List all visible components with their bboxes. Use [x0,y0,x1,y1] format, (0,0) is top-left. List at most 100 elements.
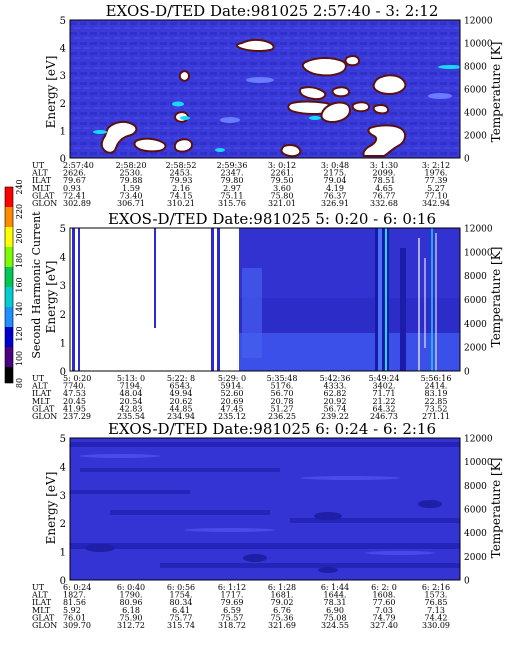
table-cell: 2:58:52 [166,161,197,170]
table-cell: 342.94 [422,199,450,208]
temperature-tick-label: 4000 [464,529,487,539]
table-cell: 5:42:36 [320,374,351,383]
table-cell: 5914. [221,382,244,391]
table-cell: 3402. [373,382,396,391]
cyan-patch [215,148,225,152]
temperature-tick-label: 10000 [464,248,493,258]
panel-3-ylabel-right: Temperature [K] [489,458,503,559]
table-cell: 77.60 [373,598,396,607]
table-cell: 4.19 [326,184,344,193]
table-cell: 79.69 [221,598,244,607]
energy-tick-label: 3 [60,491,66,502]
table-cell: 2:59:36 [217,161,248,170]
colorbar-segment [5,347,13,367]
colorbar-tick-label: 100 [15,351,24,366]
table-cell: 75.80 [271,191,294,200]
colorbar-segment [5,187,13,207]
panel-1: EXOS-D/TED Date:981025 2:57:40 - 3: 2:12… [31,2,503,208]
table-cell: 315.76 [218,199,246,208]
table-cell: 6.41 [172,606,190,615]
energy-tick-label: 4 [60,253,66,264]
table-cell: 302.89 [63,199,91,208]
table-cell: 78.31 [324,598,347,607]
table-cell: 0.93 [63,184,81,193]
cyan-patch [309,116,321,120]
table-cell: 74.42 [425,613,448,622]
table-cell: 80.96 [120,598,143,607]
cyan-patch [180,116,190,120]
table-cell: 310.21 [167,199,195,208]
data-column [72,228,75,371]
data-column [217,228,220,371]
table-row-label: MLT [32,184,51,193]
table-cell: 235.54 [117,412,145,421]
table-cell: 20.78 [271,397,294,406]
colorbar-segment [5,327,13,347]
data-stripe [424,258,426,348]
colorbar-segment [5,227,13,247]
table-cell: 44.85 [170,404,193,413]
colorbar-tick-label: 80 [15,378,24,388]
temperature-tick-label: 8000 [464,63,487,73]
table-cell: 1608. [373,591,396,600]
table-cell: 77.10 [425,191,448,200]
table-cell: 3: 0:12 [268,161,296,170]
high-intensity-patch [362,124,406,157]
data-column [211,228,214,371]
temperature-tick-label: 2000 [464,344,487,354]
table-cell: 76.37 [324,191,347,200]
cyan-patch [172,101,184,107]
data-band [242,268,262,358]
table-cell: 2261. [271,169,294,178]
table-cell: 321.01 [268,199,296,208]
temperature-tick-label: 2000 [464,132,487,142]
temperature-tick-label: 8000 [464,272,487,282]
energy-tick-label: 0 [60,154,66,165]
colorbar-segment [5,367,13,383]
table-cell: 330.09 [422,621,450,630]
temperature-tick-label: 0 [464,577,470,587]
panel-2: EXOS-D/TED Date:981025 5: 0:20 - 6: 0:16… [4,179,503,421]
table-cell: 2:57:40 [63,161,94,170]
panel-1-title: EXOS-D/TED Date:981025 2:57:40 - 3: 2:12 [106,2,439,20]
table-cell: 71.71 [373,389,396,398]
light-streak [185,528,275,532]
table-cell: 1754. [170,591,193,600]
colorbar-tick-label: 140 [15,302,24,317]
table-cell: 7740. [63,382,86,391]
temperature-tick-label: 12000 [464,435,493,445]
colorbar-segment [5,307,13,327]
table-cell: 6: 2:16 [422,583,450,592]
dark-streak [80,468,280,472]
table-cell: 21.22 [373,397,396,406]
table-cell: 64.32 [373,404,396,413]
table-cell: 42.83 [120,404,143,413]
table-cell: 2.16 [172,184,190,193]
colorbar-frame [4,186,14,384]
temperature-tick-label: 0 [464,155,470,165]
table-row-label: GLAT [32,404,55,413]
table-cell: 5:35:48 [267,374,298,383]
table-cell: 1.59 [122,184,140,193]
table-cell: 81.56 [63,598,86,607]
table-cell: 79.04 [324,176,347,185]
table-cell: 2414. [425,382,448,391]
table-cell: 239.22 [321,412,349,421]
dark-streak [70,490,190,494]
panel-1-ylabel-right: Temperature [K] [489,42,503,143]
table-cell: 321.69 [268,621,296,630]
panel-1-ylabel: Energy [eV] [44,56,58,129]
light-patch [246,77,274,83]
table-cell: 6.18 [122,606,140,615]
dark-patch [318,567,338,573]
table-cell: 47.53 [63,389,86,398]
table-row-label: MLT [32,606,51,615]
table-cell: 80.34 [170,598,193,607]
energy-tick-label: 3 [60,71,66,82]
table-cell: 47.45 [221,404,244,413]
table-cell: 4.65 [375,184,393,193]
table-cell: 74.79 [373,613,396,622]
high-intensity-patch [372,104,390,115]
panel-2-ylabel-right: Temperature [K] [489,247,503,348]
table-cell: 75.36 [271,613,294,622]
